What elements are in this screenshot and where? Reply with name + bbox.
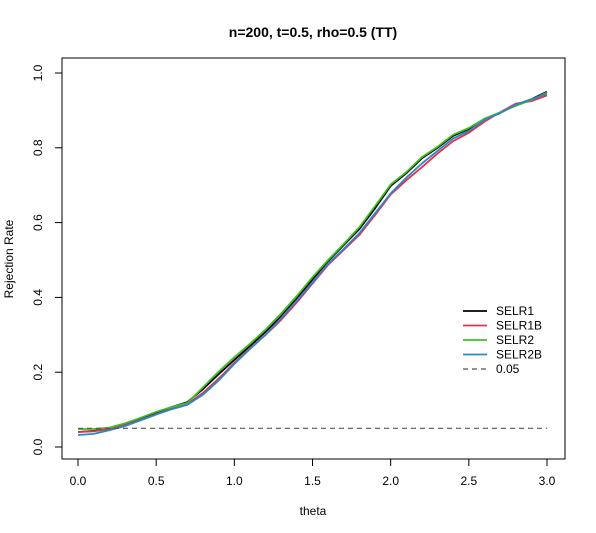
legend-label: SELR1B <box>496 319 542 333</box>
series-lines <box>77 90 548 436</box>
legend-label: SELR1 <box>496 304 534 318</box>
x-tick-label: 2.0 <box>382 474 399 488</box>
series-line-selr1b <box>77 94 548 433</box>
x-tick-label: 0.0 <box>70 474 87 488</box>
y-axis-label: Rejection Rate <box>2 219 16 298</box>
y-tick-label: 0.4 <box>31 289 45 306</box>
legend-label: SELR2 <box>496 333 534 347</box>
x-tick-label: 0.5 <box>148 474 165 488</box>
y-tick-label: 0.6 <box>31 214 45 231</box>
y-tick-label: 0.2 <box>31 364 45 381</box>
series-line-selr2 <box>78 91 548 430</box>
chart-title: n=200, t=0.5, rho=0.5 (TT) <box>229 24 397 40</box>
y-tick-label: 1.0 <box>31 64 45 81</box>
series-line-selr1 <box>77 90 548 433</box>
x-axis: 0.0 0.5 1.0 1.5 2.0 2.5 3.0 <box>70 458 556 488</box>
y-tick-label: 0.8 <box>31 139 45 156</box>
x-tick-label: 1.0 <box>226 474 243 488</box>
x-axis-label: theta <box>300 504 327 518</box>
x-tick-label: 1.5 <box>304 474 321 488</box>
y-axis: 0.0 0.2 0.4 0.6 0.8 1.0 <box>31 64 63 455</box>
x-tick-label: 3.0 <box>539 474 556 488</box>
series-line-selr2b <box>77 92 548 436</box>
x-tick-label: 2.5 <box>460 474 477 488</box>
legend-label: 0.05 <box>496 362 520 376</box>
y-tick-label: 0.0 <box>31 438 45 455</box>
legend-label: SELR2B <box>496 348 542 362</box>
